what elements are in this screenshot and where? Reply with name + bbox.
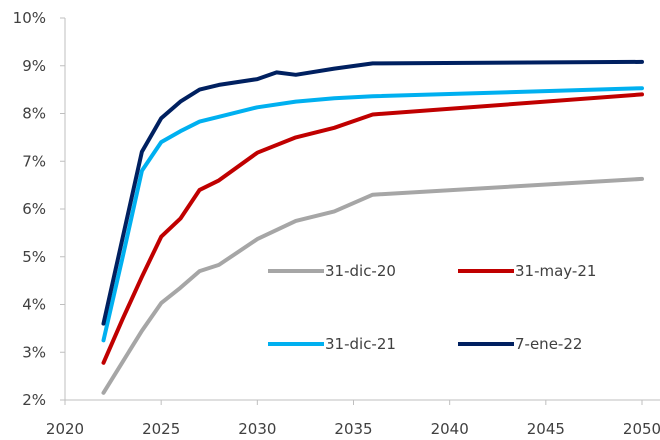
x-tick-label: 2020 — [46, 420, 84, 438]
y-tick-label: 5% — [22, 248, 46, 266]
y-tick-label: 2% — [22, 391, 46, 409]
legend-label: 31-dic-20 — [325, 262, 396, 280]
legend-label: 31-may-21 — [515, 262, 596, 280]
series-line-31-dic-21 — [101, 86, 644, 343]
legend-label: 7-ene-22 — [515, 335, 582, 353]
y-tick-label: 10% — [13, 9, 46, 27]
legend: 31-dic-20 31-may-21 31-dic-21 7-ene-22 — [268, 262, 596, 353]
legend-item: 31-may-21 — [458, 262, 596, 280]
x-tick-label: 2035 — [334, 420, 372, 438]
y-tick-label: 6% — [22, 200, 46, 218]
y-tick-label: 3% — [22, 343, 46, 361]
y-tick-label: 4% — [22, 296, 46, 314]
x-tick-label: 2040 — [431, 420, 469, 438]
legend-item: 7-ene-22 — [458, 335, 582, 353]
series-lines — [101, 59, 644, 395]
x-tick-label: 2050 — [623, 420, 660, 438]
axes: 2% 3% 4% 5% 6% 7% 8% 9% 10% 2020 2025 2030 2035 2040 2… — [13, 9, 660, 438]
series-line-31-dic-20 — [101, 176, 644, 395]
x-tick-label: 2045 — [527, 420, 565, 438]
legend-label: 31-dic-21 — [325, 335, 396, 353]
legend-item: 31-dic-21 — [268, 335, 396, 353]
y-tick-label: 9% — [22, 57, 46, 75]
x-tick-label: 2030 — [238, 420, 276, 438]
y-tick-label: 7% — [22, 152, 46, 170]
y-tick-label: 8% — [22, 105, 46, 123]
series-line-7-ene-22 — [101, 59, 644, 326]
x-tick-label: 2025 — [142, 420, 180, 438]
series-line-31-may-21 — [101, 92, 644, 365]
legend-item: 31-dic-20 — [268, 262, 396, 280]
